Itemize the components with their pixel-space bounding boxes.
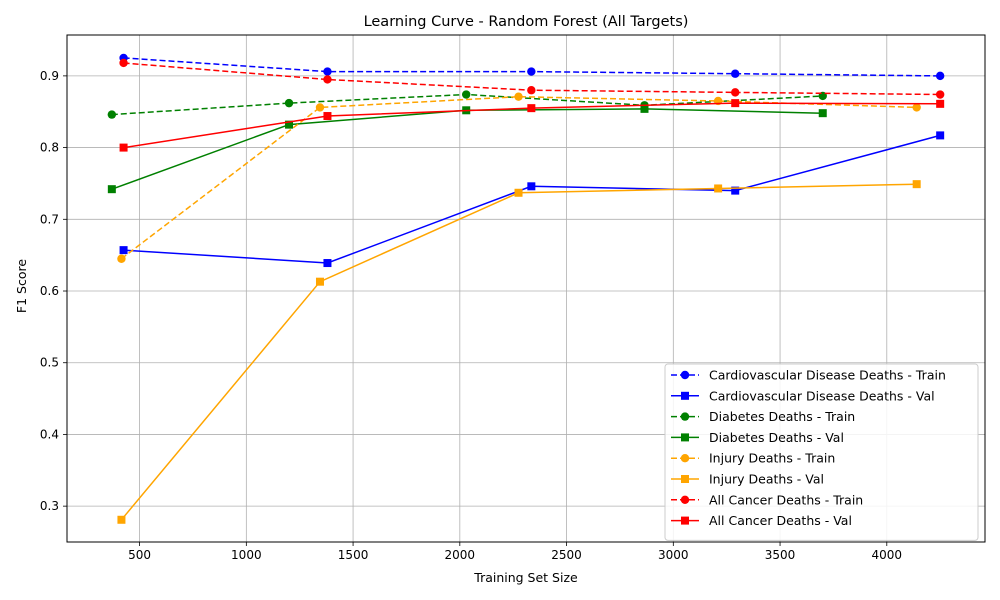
data-point	[107, 110, 117, 119]
y-tick-label: 0.5	[40, 356, 59, 370]
data-point	[818, 109, 827, 118]
series-2	[107, 90, 827, 119]
data-point	[323, 75, 332, 84]
legend-box	[664, 363, 979, 541]
legend: Cardiovascular Disease Deaths - Train Car…	[664, 363, 979, 541]
x-tick-label: 3500	[765, 548, 796, 562]
legend-label: All Cancer Deaths - Train	[709, 492, 863, 507]
legend-item: Injury Deaths - Train	[671, 451, 835, 466]
y-tick-label: 0.9	[40, 69, 59, 83]
legend-item: All Cancer Deaths - Val	[671, 513, 852, 528]
legend-item: Diabetes Deaths - Val	[671, 430, 844, 445]
data-point	[107, 185, 116, 194]
data-point	[315, 277, 324, 286]
data-point	[912, 103, 921, 112]
data-point	[315, 103, 325, 112]
legend-marker	[680, 370, 690, 380]
x-tick-label: 3000	[658, 548, 689, 562]
data-point	[731, 99, 740, 108]
legend-marker	[681, 433, 689, 442]
data-point	[323, 67, 332, 76]
legend-label: Cardiovascular Disease Deaths - Val	[709, 388, 935, 403]
legend-item: Diabetes Deaths - Train	[671, 409, 855, 424]
legend-item: All Cancer Deaths - Train	[671, 492, 863, 507]
series-1	[119, 131, 945, 268]
data-point	[714, 184, 723, 193]
data-point	[527, 86, 536, 95]
chart-title: Learning Curve - Random Forest (All Targ…	[364, 14, 689, 30]
series-4	[117, 92, 921, 263]
legend-item: Injury Deaths - Val	[671, 472, 824, 487]
legend-label: Injury Deaths - Train	[709, 451, 835, 466]
data-point	[527, 67, 536, 76]
x-tick-label: 500	[128, 548, 151, 562]
y-tick-label: 0.6	[40, 284, 59, 298]
legend-item: Cardiovascular Disease Deaths - Val	[671, 388, 935, 403]
series-line	[111, 108, 823, 190]
data-point	[119, 143, 128, 152]
series-6	[119, 58, 945, 99]
legend-label: Diabetes Deaths - Val	[709, 430, 844, 445]
data-point	[527, 104, 536, 113]
data-point	[117, 515, 126, 524]
series-5	[117, 180, 921, 524]
data-point	[640, 104, 649, 113]
legend-label: Cardiovascular Disease Deaths - Train	[709, 368, 946, 383]
x-tick-label: 4000	[872, 548, 903, 562]
y-tick-label: 0.3	[40, 499, 59, 513]
series-3	[107, 104, 827, 194]
legend-item: Cardiovascular Disease Deaths - Train	[671, 368, 946, 383]
data-point	[462, 90, 471, 99]
data-point	[527, 182, 536, 191]
legend-marker	[680, 412, 690, 421]
data-point	[935, 90, 945, 99]
plot-frame	[66, 34, 986, 543]
series-7	[119, 99, 945, 152]
data-point	[119, 246, 128, 255]
data-point	[119, 58, 128, 68]
data-point	[936, 99, 945, 108]
legend-marker	[681, 516, 689, 525]
data-point	[323, 112, 332, 121]
data-point	[935, 71, 945, 81]
data-point	[117, 254, 126, 263]
legend-marker	[680, 454, 690, 463]
y-tick-label: 0.4	[40, 427, 59, 441]
data-point	[936, 131, 945, 140]
y-tick-label: 0.8	[40, 141, 59, 155]
x-tick-label: 1500	[338, 548, 369, 562]
data-point	[731, 88, 740, 97]
y-axis-label: F1 Score	[14, 259, 29, 313]
legend-marker	[681, 391, 689, 400]
series-layer	[107, 53, 945, 524]
legend-marker	[681, 475, 689, 483]
data-point	[284, 98, 294, 108]
data-point	[731, 186, 740, 195]
y-tick-label: 0.7	[40, 212, 59, 226]
y-axis-ticks: 0.3 0.4 0.5 0.6 0.7 0.8 0.9	[40, 69, 67, 513]
data-point	[731, 69, 740, 78]
x-tick-label: 2000	[445, 548, 476, 562]
x-tick-label: 2500	[551, 548, 582, 562]
data-point	[323, 259, 332, 268]
legend-label: All Cancer Deaths - Val	[709, 513, 852, 528]
data-point	[514, 188, 523, 197]
data-point	[514, 92, 523, 101]
x-axis-ticks: 500 1000 1500 2000 2500 3000 3500 4000	[128, 542, 902, 562]
legend-label: Diabetes Deaths - Train	[709, 409, 855, 424]
data-point	[285, 120, 294, 129]
data-point	[912, 180, 921, 189]
x-axis-label: Training Set Size	[473, 570, 578, 585]
series-line	[120, 95, 917, 260]
legend-label: Injury Deaths - Val	[709, 472, 824, 487]
x-tick-label: 1000	[231, 548, 262, 562]
legend-marker	[680, 495, 690, 504]
